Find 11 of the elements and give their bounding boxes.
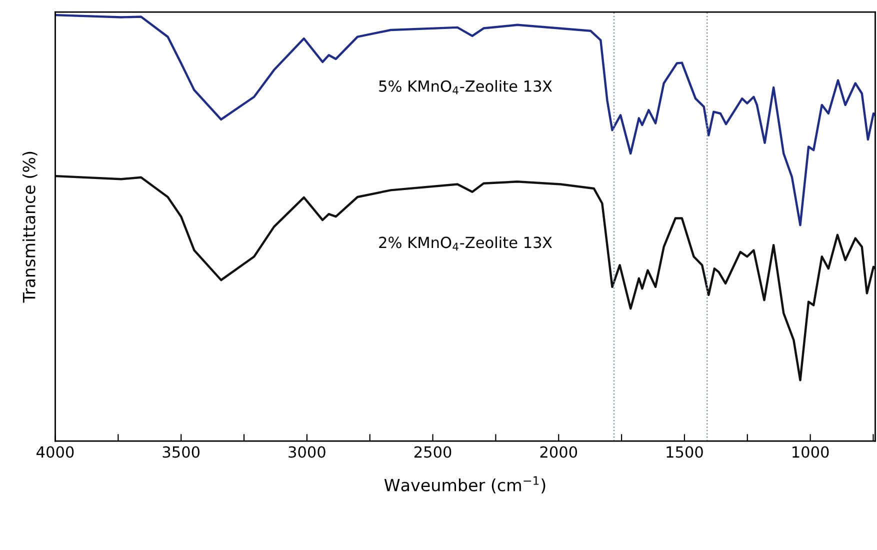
y-axis-title: Transmittance (%) [22, 152, 38, 303]
text: 5% KMnO$_{4}$-Zeolite 13X [379, 80, 552, 94]
x-tick-label: 2500 [414, 446, 452, 458]
x-tick-label: 3000 [288, 446, 326, 458]
x-tick-label: 4000 [36, 446, 74, 458]
x-axis-title: Waveumber (cm$^{−1}$) [384, 476, 546, 494]
x-tick-label: 3500 [162, 446, 200, 458]
text: 2% KMnO$_{4}$-Zeolite 13X [379, 236, 552, 251]
x-tick-label: 1500 [666, 446, 703, 458]
x-tick-label: 1000 [792, 446, 829, 458]
x-tick-label: 2000 [540, 446, 578, 458]
